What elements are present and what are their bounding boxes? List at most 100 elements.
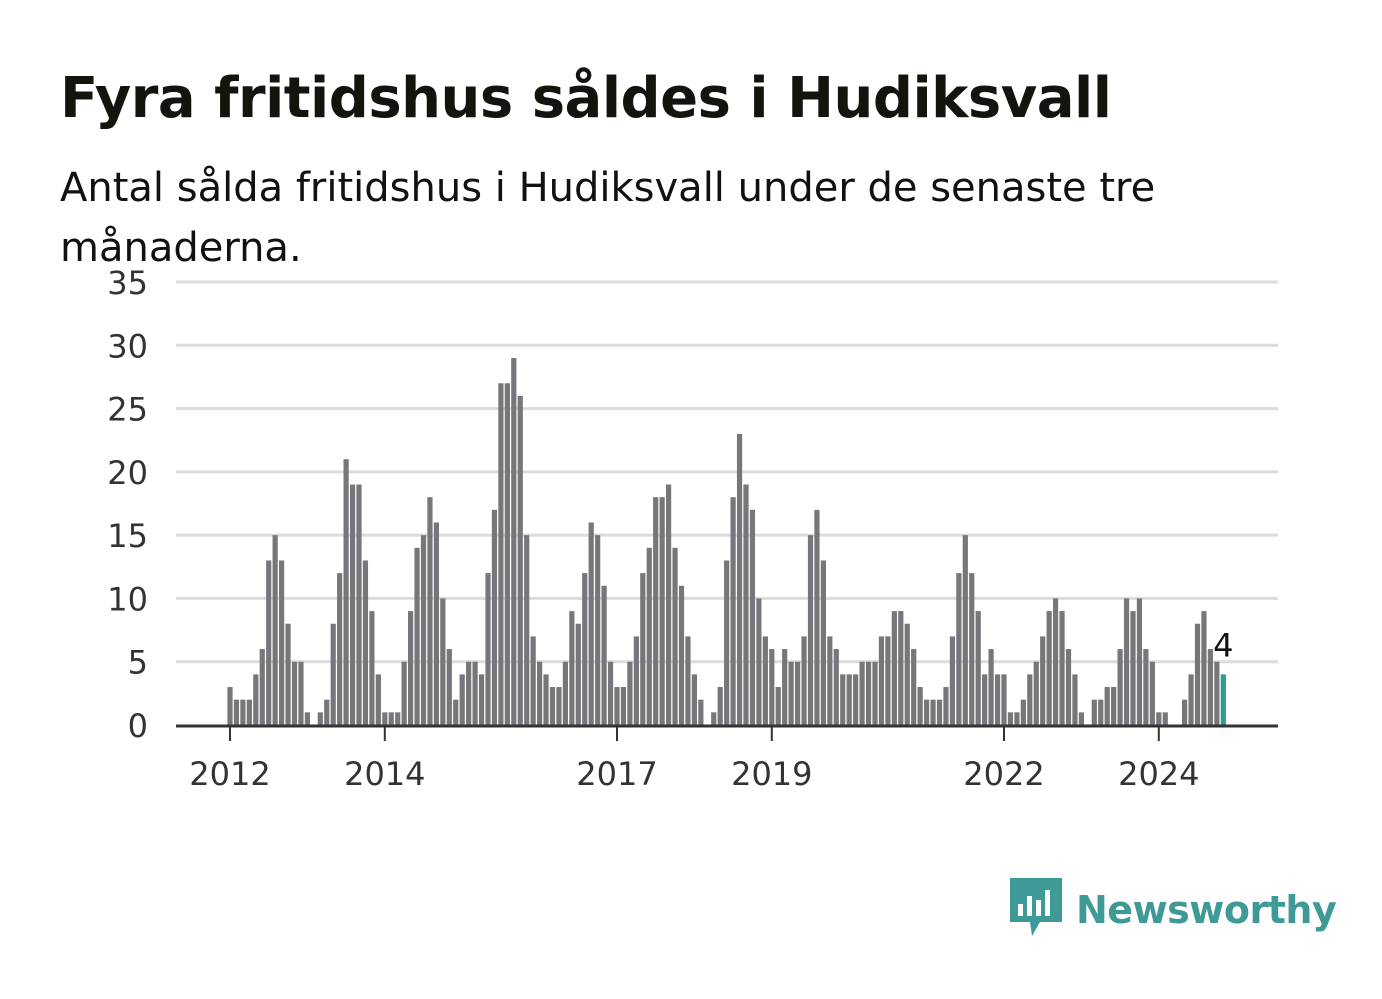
bar	[543, 674, 549, 725]
bar	[749, 509, 756, 725]
brand-name: Newsworthy	[1076, 888, 1337, 932]
bar	[878, 636, 885, 725]
bar	[691, 674, 697, 725]
bar	[607, 661, 614, 725]
bar	[775, 687, 781, 725]
bar	[949, 636, 955, 725]
bar	[678, 585, 685, 725]
bar	[1078, 712, 1084, 725]
bar	[827, 636, 833, 725]
bar	[885, 636, 891, 725]
bar	[640, 573, 646, 725]
bar	[614, 687, 620, 725]
bar	[814, 509, 820, 725]
bar	[382, 712, 388, 725]
bar	[408, 611, 414, 725]
bar	[291, 661, 298, 725]
bar	[530, 636, 536, 725]
x-tick-label: 2014	[344, 755, 425, 793]
bar	[853, 674, 859, 725]
bar	[904, 623, 910, 725]
newsworthy-logo: Newsworthy	[1010, 878, 1337, 942]
bar	[1207, 649, 1213, 725]
bar	[588, 522, 594, 725]
bar	[653, 497, 659, 725]
bar	[833, 649, 839, 725]
bar	[736, 433, 743, 725]
bar	[936, 699, 943, 725]
bar	[259, 649, 265, 725]
bar	[846, 674, 852, 725]
bar	[537, 661, 543, 725]
bar	[562, 661, 568, 725]
bar	[988, 649, 994, 725]
bar	[453, 699, 459, 725]
bar	[801, 636, 807, 725]
bar	[1014, 712, 1020, 725]
bar	[414, 547, 420, 725]
bar	[524, 535, 530, 725]
bar	[266, 560, 272, 725]
bar	[620, 687, 627, 725]
bar	[582, 573, 588, 725]
bar	[233, 699, 240, 725]
bar	[782, 649, 788, 725]
bar	[795, 661, 801, 725]
bar	[724, 560, 730, 725]
bar	[227, 687, 233, 725]
bar	[246, 699, 252, 725]
last-value-label: 4	[1213, 626, 1233, 664]
bar	[1098, 699, 1104, 725]
bar	[1027, 674, 1033, 725]
bar	[1072, 674, 1078, 725]
bar	[362, 560, 369, 725]
bar	[1130, 611, 1136, 725]
y-tick-label: 35	[107, 264, 148, 302]
bar	[807, 535, 814, 725]
bar	[356, 484, 362, 725]
annotations: 4	[1213, 626, 1233, 664]
bar	[1214, 661, 1220, 725]
bar	[272, 535, 278, 725]
bar	[556, 687, 562, 725]
bar	[685, 636, 691, 725]
bar	[279, 560, 285, 725]
y-tick-label: 30	[107, 327, 148, 365]
bar	[1091, 699, 1097, 725]
bar	[440, 598, 446, 725]
bar	[498, 383, 504, 725]
bar	[1182, 699, 1188, 725]
bars	[227, 357, 1226, 725]
x-tick-label: 2024	[1118, 755, 1199, 793]
bar	[956, 573, 962, 725]
bar	[337, 573, 343, 725]
bar	[633, 636, 639, 725]
bar	[569, 611, 575, 725]
y-tick-label: 25	[107, 391, 148, 429]
bar	[982, 674, 988, 725]
bar	[943, 687, 949, 725]
bar	[646, 547, 652, 725]
bar	[762, 636, 768, 725]
y-axis: 0 5 10 15 20 25 30 35	[107, 264, 148, 745]
bar	[969, 573, 975, 725]
bar	[994, 674, 1001, 725]
bar	[666, 484, 672, 725]
bar	[349, 484, 356, 725]
bar	[375, 674, 381, 725]
bar	[427, 497, 433, 725]
bar	[865, 661, 872, 725]
bar	[285, 623, 291, 725]
bar	[1188, 674, 1194, 725]
chart-title: Fyra fritidshus såldes i Hudiksvall	[60, 66, 1112, 131]
bar	[253, 674, 259, 725]
bar	[395, 712, 401, 725]
bar	[898, 611, 904, 725]
bar	[1123, 598, 1130, 725]
bar	[840, 674, 846, 725]
bar	[504, 383, 510, 725]
bar	[485, 573, 491, 725]
bar	[517, 395, 523, 725]
bar	[930, 699, 936, 725]
